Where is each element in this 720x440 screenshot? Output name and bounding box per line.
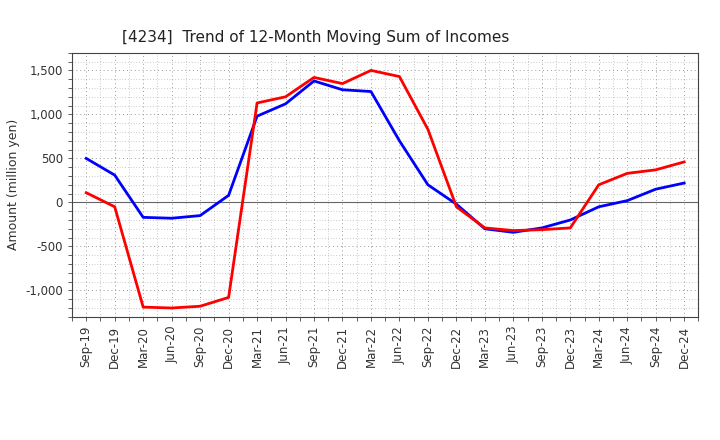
Net Income (253, 100, 261, 106)
Ordinary Income (253, 114, 261, 119)
Net Income (110, 204, 119, 209)
Line: Ordinary Income: Ordinary Income (86, 81, 684, 232)
Ordinary Income (623, 198, 631, 203)
Net Income (82, 190, 91, 195)
Line: Net Income: Net Income (86, 70, 684, 308)
Net Income (338, 81, 347, 86)
Net Income (310, 75, 318, 80)
Ordinary Income (509, 230, 518, 235)
Ordinary Income (652, 187, 660, 192)
Net Income (139, 304, 148, 310)
Net Income (366, 68, 375, 73)
Ordinary Income (338, 87, 347, 92)
Net Income (167, 305, 176, 311)
Net Income (652, 167, 660, 172)
Ordinary Income (452, 202, 461, 207)
Ordinary Income (395, 138, 404, 143)
Y-axis label: Amount (million yen): Amount (million yen) (6, 119, 19, 250)
Ordinary Income (225, 193, 233, 198)
Net Income (537, 227, 546, 232)
Text: [4234]  Trend of 12-Month Moving Sum of Incomes: [4234] Trend of 12-Month Moving Sum of I… (122, 29, 510, 45)
Ordinary Income (310, 78, 318, 84)
Net Income (623, 171, 631, 176)
Ordinary Income (110, 172, 119, 178)
Net Income (680, 159, 688, 165)
Ordinary Income (366, 89, 375, 94)
Net Income (282, 94, 290, 99)
Net Income (452, 204, 461, 209)
Ordinary Income (423, 182, 432, 187)
Net Income (196, 304, 204, 309)
Ordinary Income (82, 156, 91, 161)
Ordinary Income (196, 213, 204, 218)
Ordinary Income (167, 216, 176, 221)
Ordinary Income (480, 226, 489, 231)
Ordinary Income (566, 217, 575, 223)
Ordinary Income (282, 101, 290, 106)
Ordinary Income (680, 180, 688, 186)
Net Income (225, 295, 233, 300)
Net Income (509, 228, 518, 233)
Net Income (480, 225, 489, 231)
Net Income (566, 225, 575, 231)
Ordinary Income (595, 204, 603, 209)
Net Income (595, 182, 603, 187)
Ordinary Income (139, 215, 148, 220)
Net Income (395, 74, 404, 79)
Ordinary Income (537, 225, 546, 231)
Net Income (423, 127, 432, 132)
